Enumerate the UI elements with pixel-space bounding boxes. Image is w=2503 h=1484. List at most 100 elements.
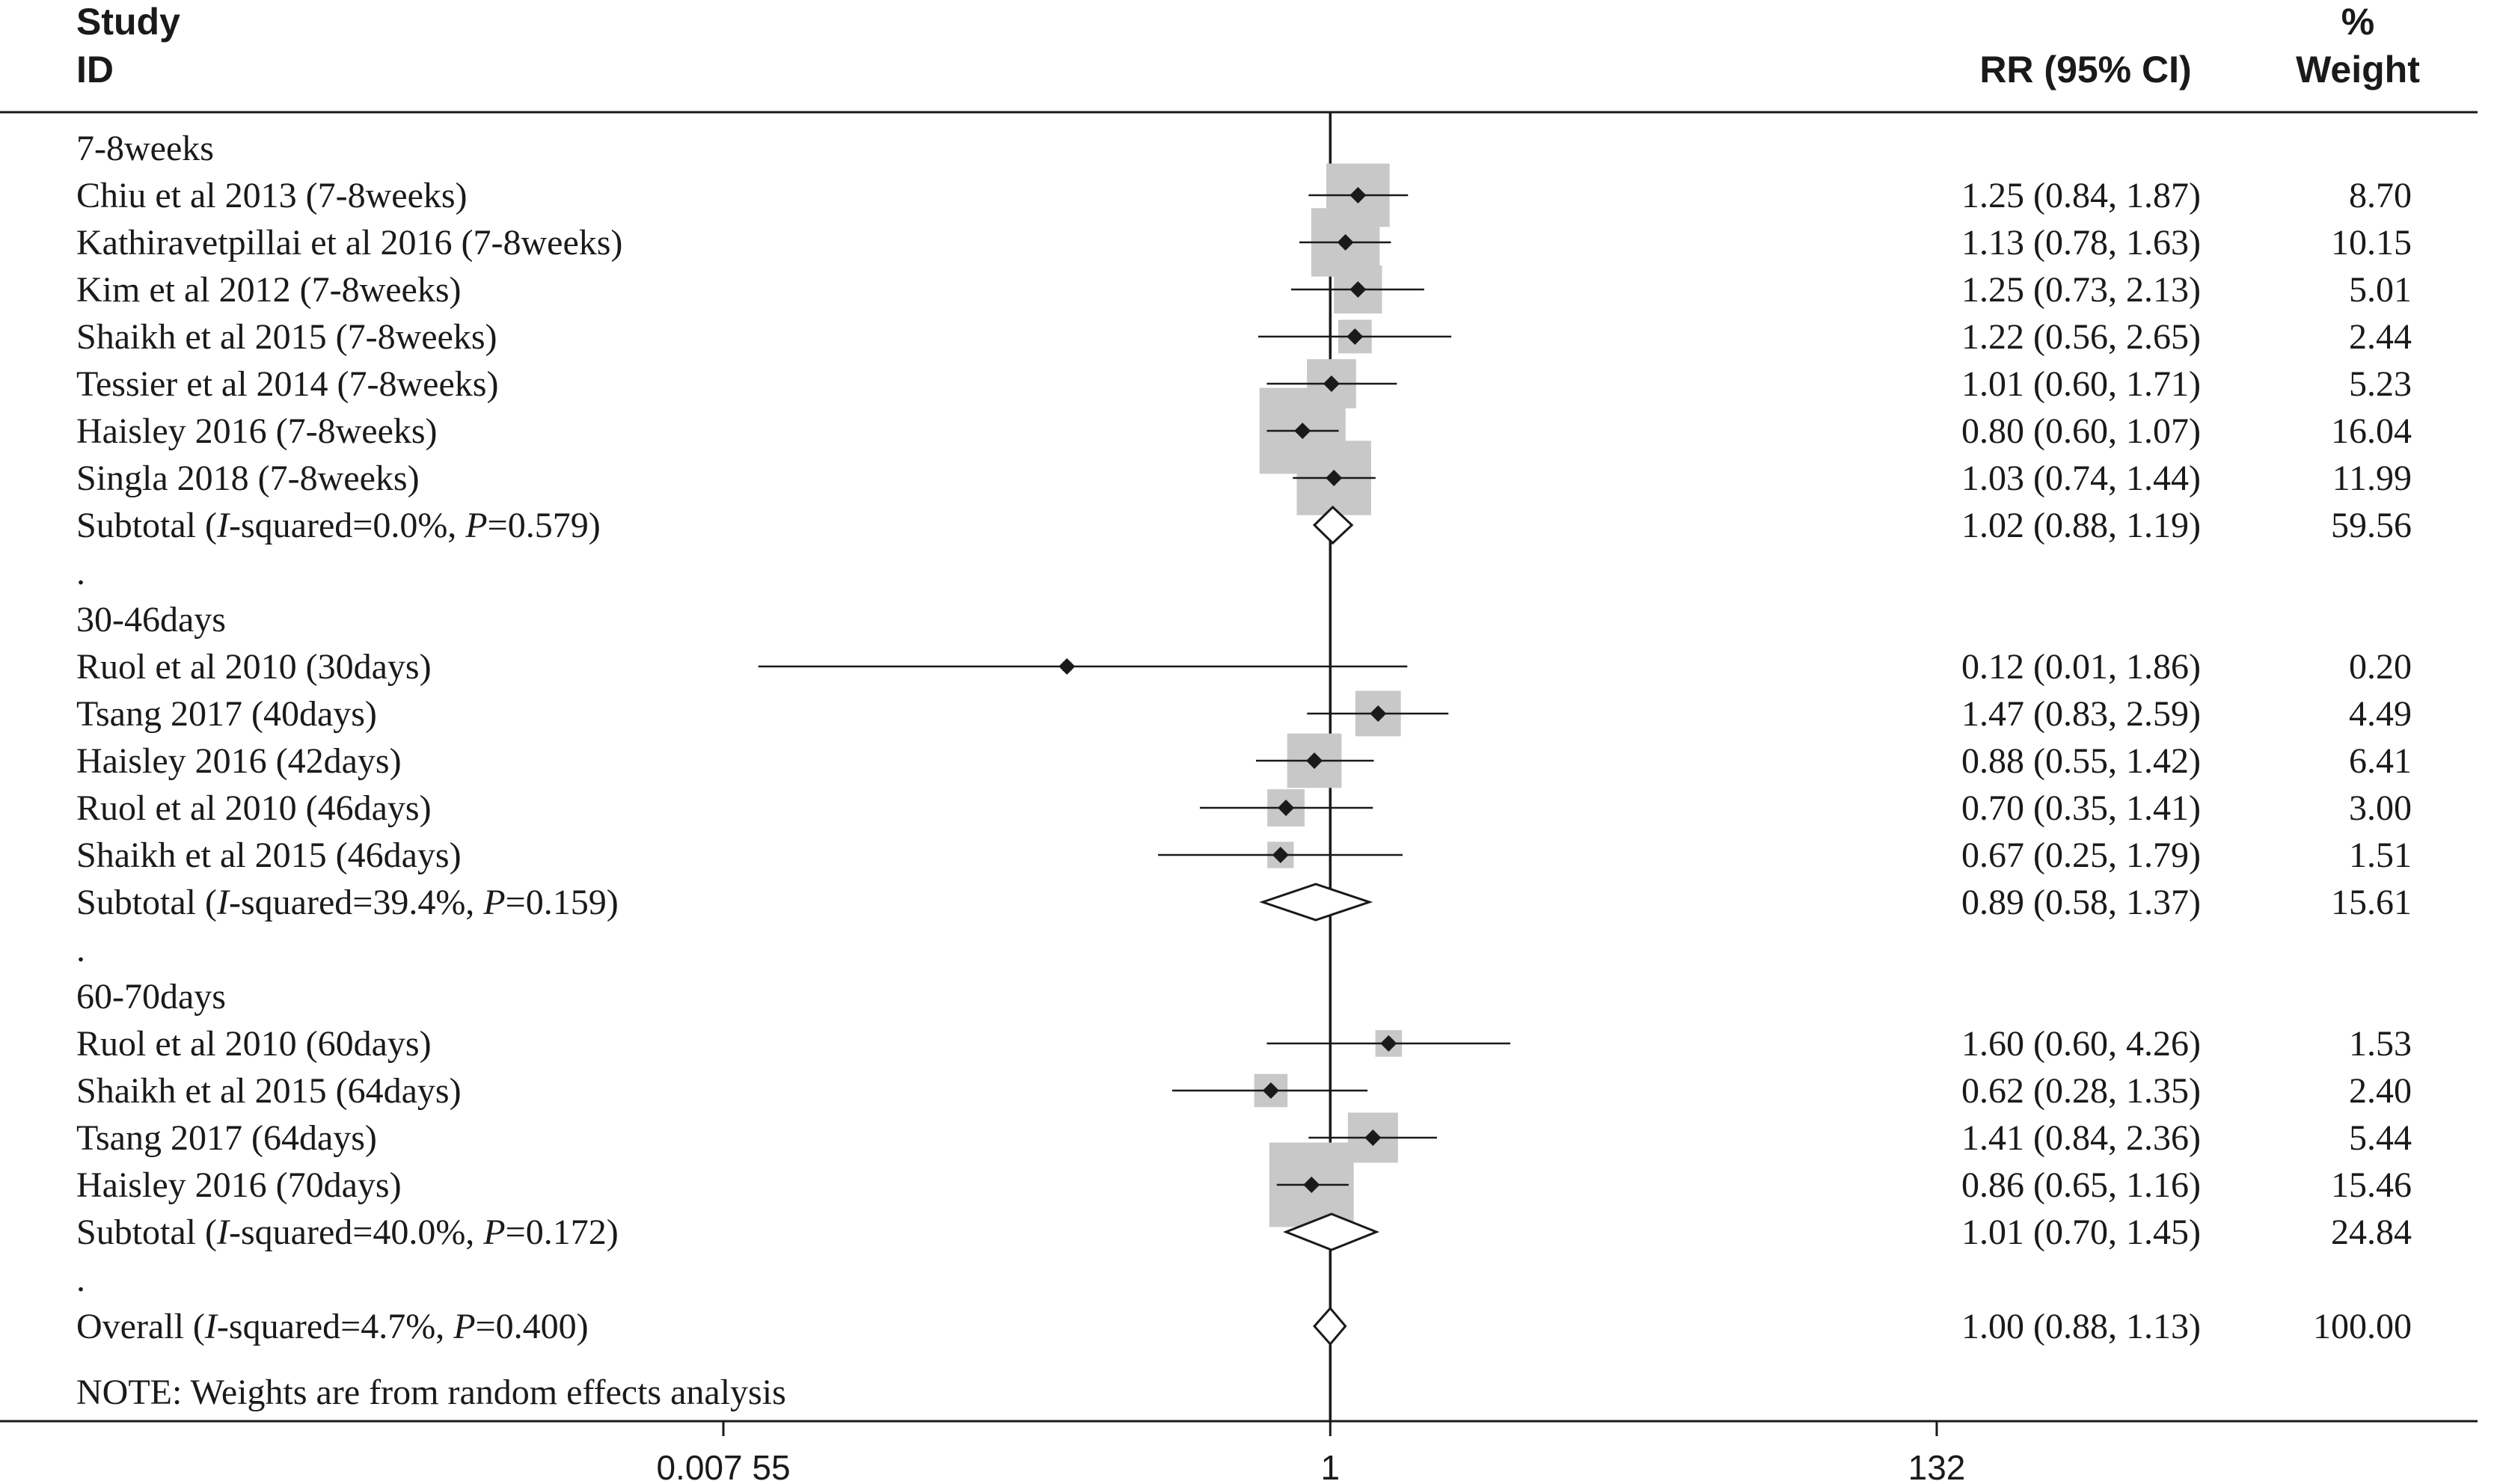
x-axis-ticks: 0.007 55 1 132 xyxy=(656,1421,1965,1484)
weight-column: 8.70 10.15 5.01 2.44 5.23 16.04 11.99 59.56 0.20… xyxy=(2313,176,2412,1346)
weight-value: 100.00 xyxy=(2313,1307,2412,1346)
study-label: Chiu et al 2013 (7-8weeks) xyxy=(76,176,468,215)
x-tick-label: 0.007 55 xyxy=(656,1448,790,1484)
subtotal-diamond xyxy=(1282,1212,1380,1251)
weight-value: 4.49 xyxy=(2349,694,2412,734)
study-label: Singla 2018 (7-8weeks) xyxy=(76,459,420,498)
label-part: P xyxy=(482,1212,505,1252)
rr-ci-value: 1.03 (0.74, 1.44) xyxy=(1961,459,2201,498)
subtotal-label: Subtotal (I-squared=39.4%, P=0.159) xyxy=(76,883,619,922)
rr-ci-value: 1.25 (0.73, 2.13) xyxy=(1961,270,2201,310)
point-estimate xyxy=(1303,1177,1320,1193)
spacer-label: . xyxy=(76,930,85,969)
rr-ci-value: 0.67 (0.25, 1.79) xyxy=(1961,835,2201,875)
rr-ci-value: 1.25 (0.84, 1.87) xyxy=(1961,176,2201,215)
point-estimate xyxy=(1364,1129,1382,1146)
weight-value: 1.53 xyxy=(2349,1024,2412,1064)
header-study: Study xyxy=(76,1,180,43)
header-percent: % xyxy=(2341,1,2374,43)
group-label: 30-46days xyxy=(76,600,226,640)
label-part: Subtotal ( xyxy=(76,1212,217,1252)
overall-label: Overall (I-squared=4.7%, P=0.400) xyxy=(76,1307,589,1346)
label-part: I xyxy=(204,1307,218,1346)
rr-ci-value: 1.47 (0.83, 2.59) xyxy=(1961,694,2201,734)
label-part: =0.172) xyxy=(506,1212,619,1252)
weight-value: 5.23 xyxy=(2349,364,2412,404)
x-tick-label: 1 xyxy=(1320,1448,1340,1484)
label-part: =0.400) xyxy=(476,1307,589,1346)
point-estimate xyxy=(1262,1082,1279,1099)
subtotal-diamond xyxy=(1259,883,1373,922)
study-label: Haisley 2016 (42days) xyxy=(76,741,402,781)
label-part: Subtotal ( xyxy=(76,883,217,922)
point-estimate xyxy=(1349,187,1367,203)
spacer-label: . xyxy=(76,1260,85,1299)
label-part: P xyxy=(453,1307,475,1346)
label-part: P xyxy=(482,883,505,922)
weight-value: 6.41 xyxy=(2349,741,2412,781)
point-estimate xyxy=(1347,328,1364,345)
study-label: Shaikh et al 2015 (7-8weeks) xyxy=(76,317,497,357)
point-estimate xyxy=(1380,1035,1397,1052)
point-estimate xyxy=(1370,705,1387,722)
subtotal-diamond xyxy=(1312,505,1354,545)
subtotal-label: Subtotal (I-squared=0.0%, P=0.579) xyxy=(76,506,601,545)
weight-value: 16.04 xyxy=(2331,411,2412,451)
rr-ci-value: 0.86 (0.65, 1.16) xyxy=(1961,1165,2201,1205)
study-label: Ruol et al 2010 (30days) xyxy=(76,647,432,687)
point-estimate xyxy=(1272,847,1289,863)
point-estimate xyxy=(1294,423,1311,439)
study-label: Haisley 2016 (7-8weeks) xyxy=(76,411,438,451)
header-id: ID xyxy=(76,49,114,91)
weight-value: 59.56 xyxy=(2331,506,2412,545)
weight-value: 1.51 xyxy=(2349,835,2412,875)
point-estimates xyxy=(1059,187,1397,1346)
rr-ci-value: 1.02 (0.88, 1.19) xyxy=(1961,506,2201,545)
point-estimate xyxy=(1306,752,1323,769)
label-part: I xyxy=(216,506,230,545)
rr-ci-value: 1.22 (0.56, 2.65) xyxy=(1961,317,2201,357)
weight-value: 24.84 xyxy=(2331,1212,2412,1252)
study-label: Shaikh et al 2015 (46days) xyxy=(76,835,462,875)
rr-ci-value: 1.41 (0.84, 2.36) xyxy=(1961,1118,2201,1158)
rr-ci-column: 1.25 (0.84, 1.87) 1.13 (0.78, 1.63) 1.25 (… xyxy=(1961,176,2201,1346)
overall-diamond xyxy=(1313,1306,1347,1346)
study-label: Ruol et al 2010 (60days) xyxy=(76,1024,432,1064)
weight-value: 10.15 xyxy=(2331,223,2412,263)
point-estimate xyxy=(1323,375,1340,392)
label-part: =0.159) xyxy=(506,883,619,922)
rr-ci-value: 0.12 (0.01, 1.86) xyxy=(1961,647,2201,687)
rr-ci-value: 0.89 (0.58, 1.37) xyxy=(1961,883,2201,922)
label-part: =0.579) xyxy=(488,506,601,545)
rr-ci-value: 1.00 (0.88, 1.13) xyxy=(1961,1307,2201,1346)
weight-value: 0.20 xyxy=(2349,647,2412,687)
subtotal-label: Subtotal (I-squared=40.0%, P=0.172) xyxy=(76,1212,619,1252)
point-estimate xyxy=(1349,281,1367,298)
point-estimate xyxy=(1278,800,1295,816)
study-label: Kathiravetpillai et al 2016 (7-8weeks) xyxy=(76,223,622,263)
label-part: I xyxy=(216,1212,230,1252)
rr-ci-value: 1.01 (0.60, 1.71) xyxy=(1961,364,2201,404)
group-label: 7-8weeks xyxy=(76,129,214,168)
weight-value: 8.70 xyxy=(2349,176,2412,215)
header-rr-ci: RR (95% CI) xyxy=(1979,49,2191,91)
study-labels: 7-8weeks Chiu et al 2013 (7-8weeks) Kathir… xyxy=(76,129,622,1346)
study-label: Shaikh et al 2015 (64days) xyxy=(76,1071,462,1111)
weight-value: 15.46 xyxy=(2331,1165,2412,1205)
study-label: Haisley 2016 (70days) xyxy=(76,1165,402,1205)
study-label: Kim et al 2012 (7-8weeks) xyxy=(76,270,462,310)
label-part: P xyxy=(465,506,487,545)
study-label: Tessier et al 2014 (7-8weeks) xyxy=(76,364,498,404)
label-part: -squared=39.4%, xyxy=(229,883,483,922)
rr-ci-value: 0.70 (0.35, 1.41) xyxy=(1961,788,2201,828)
weight-value: 2.40 xyxy=(2349,1071,2412,1111)
study-label: Tsang 2017 (64days) xyxy=(76,1118,377,1158)
weight-value: 11.99 xyxy=(2332,459,2412,498)
weight-value: 3.00 xyxy=(2349,788,2412,828)
rr-ci-value: 1.60 (0.60, 4.26) xyxy=(1961,1024,2201,1064)
header-weight: Weight xyxy=(2296,49,2420,91)
weight-value: 5.01 xyxy=(2349,270,2412,310)
label-part: Subtotal ( xyxy=(76,506,217,545)
